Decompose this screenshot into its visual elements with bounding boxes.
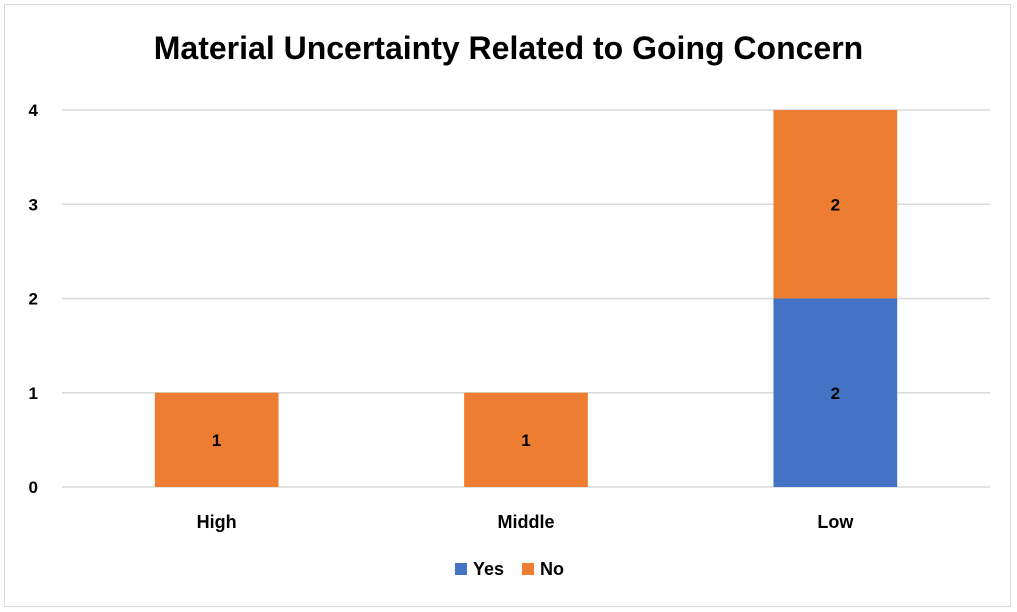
- legend-swatch-no: [522, 563, 534, 575]
- data-label: 2: [831, 195, 840, 214]
- chart-title: Material Uncertainty Related to Going Co…: [153, 30, 864, 66]
- y-tick-label: 3: [29, 195, 38, 214]
- bar-yes-low: [773, 298, 898, 487]
- x-tick-label: Middle: [498, 512, 555, 532]
- x-tick-label: Low: [817, 512, 854, 532]
- legend-label-yes: Yes: [473, 559, 504, 579]
- data-label: 1: [521, 431, 530, 450]
- x-tick-label: High: [197, 512, 237, 532]
- data-label: 2: [831, 384, 840, 403]
- bar-no-low: [773, 110, 898, 299]
- data-label: 1: [212, 431, 221, 450]
- bar-no-middle: [464, 392, 588, 487]
- legend-swatch-yes: [455, 563, 467, 575]
- legend-label-no: No: [540, 559, 564, 579]
- bar-no-high: [154, 392, 279, 487]
- y-tick-label: 2: [29, 290, 38, 309]
- y-tick-label: 0: [29, 478, 38, 497]
- y-tick-label: 1: [29, 384, 38, 403]
- y-tick-label: 4: [29, 101, 39, 120]
